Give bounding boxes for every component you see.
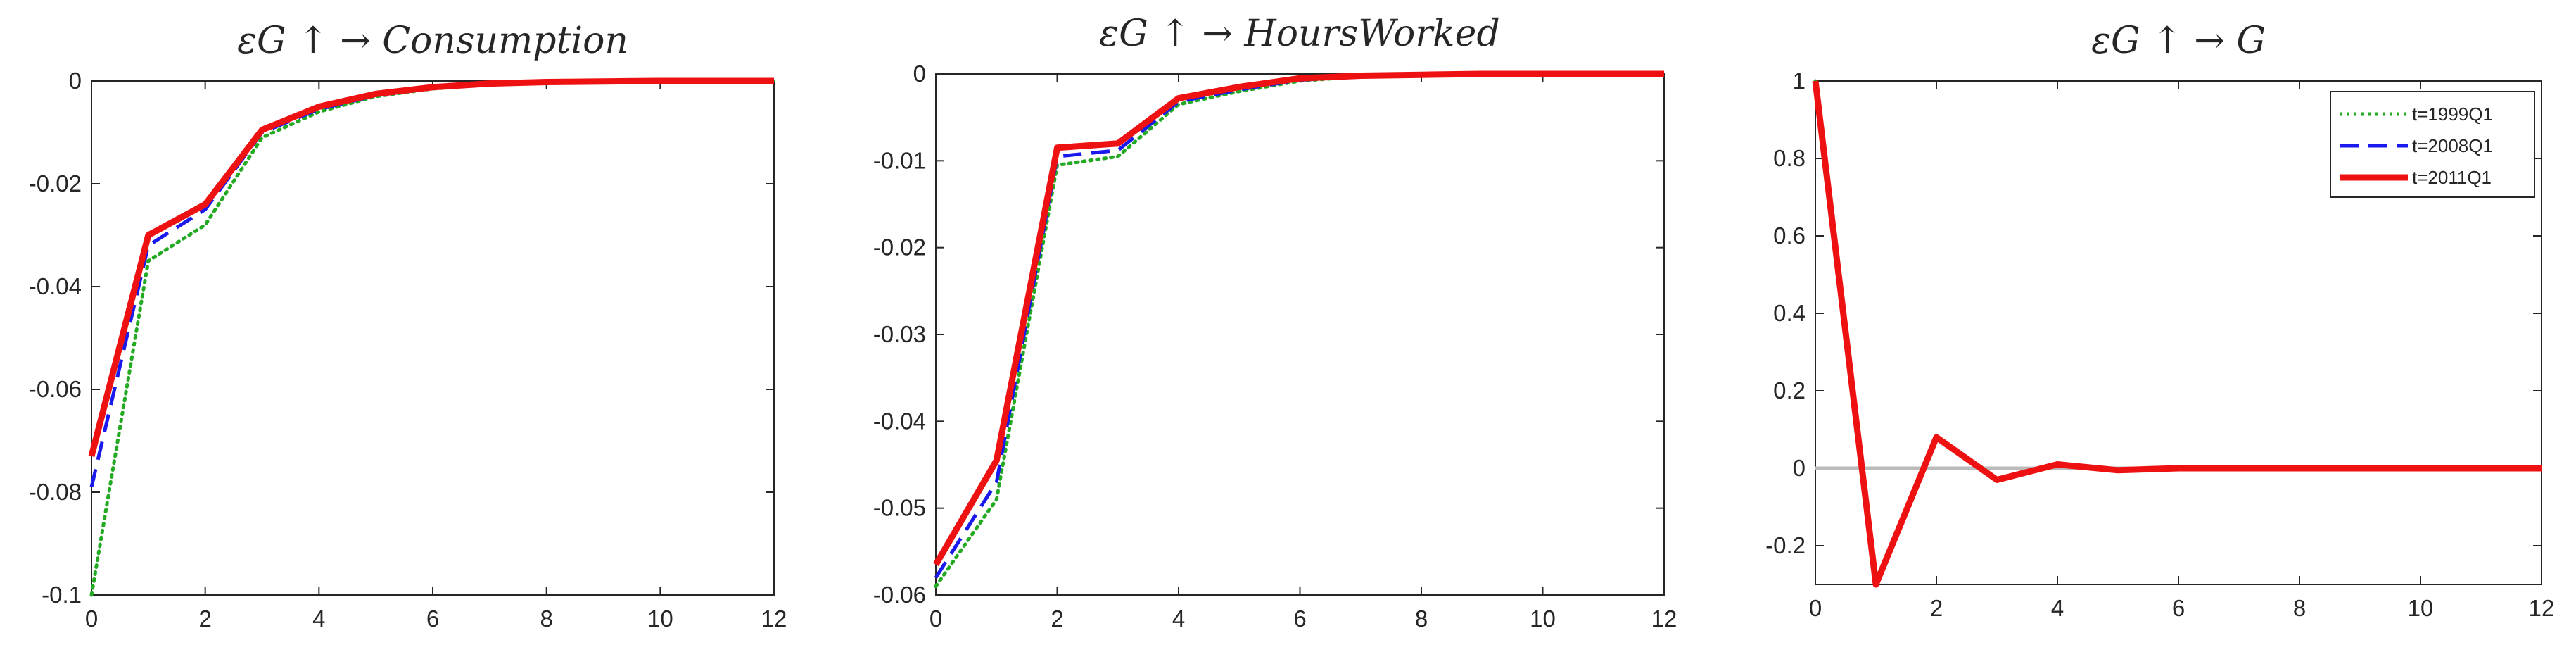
series-line-t-2011q1 — [933, 70, 1664, 567]
y-tick-label: 0.4 — [1773, 300, 1806, 326]
x-tick-label: 12 — [1651, 606, 1677, 632]
y-tick-label: 0.8 — [1773, 145, 1806, 171]
y-tick-label: 0 — [69, 68, 82, 94]
x-tick-label: 0 — [929, 606, 942, 632]
y-tick-label: 0 — [1793, 455, 1806, 481]
legend-label: t=2011Q1 — [2412, 167, 2492, 188]
legend-label: t=1999Q1 — [2412, 104, 2493, 125]
y-tick-label: 1 — [1793, 68, 1806, 94]
plot-area — [935, 73, 1665, 596]
legend-label: t=2008Q1 — [2412, 135, 2493, 156]
chart-panel-government-spending: εG ↑ → G 0 2 4 6 8 10 12 1 0.8 0.6 0.4 0.2 0 -0.2 t=199… — [1765, 20, 2554, 621]
y-tick-label: -0.06 — [873, 582, 926, 608]
chart-title: εG ↑ → G — [2091, 20, 2266, 62]
y-tick-label: -0.06 — [29, 376, 82, 402]
y-tick-label: -0.01 — [873, 147, 926, 173]
y-tick-label: 0 — [913, 61, 926, 87]
x-tick-label: 8 — [540, 606, 552, 632]
x-tick-label: 12 — [2529, 595, 2555, 621]
x-tick-label: 12 — [761, 606, 787, 632]
x-tick-label: 4 — [2051, 595, 2064, 621]
x-tick-label: 4 — [312, 606, 325, 632]
x-tick-label: 0 — [1809, 595, 1822, 621]
series-line-t-2011q1 — [88, 77, 774, 458]
y-tick-label: 0.2 — [1773, 377, 1806, 403]
y-tick-label: 0.6 — [1773, 223, 1806, 249]
y-tick-label: -0.03 — [873, 321, 926, 347]
y-tick-label: -0.1 — [42, 582, 82, 608]
y-tick-label: -0.04 — [29, 273, 82, 299]
x-tick-label: 2 — [198, 606, 211, 632]
y-tick-label: -0.08 — [29, 479, 82, 505]
y-tick-label: -0.02 — [29, 170, 82, 196]
x-tick-label: 10 — [1530, 606, 1556, 632]
chart-title: εG ↑ → HoursWorked — [1099, 13, 1500, 55]
x-tick-label: 6 — [426, 606, 439, 632]
y-tick-label: -0.04 — [873, 408, 926, 434]
series-line-t-2008q1 — [89, 79, 774, 488]
chart-title: εG ↑ → Consumption — [237, 20, 628, 62]
x-tick-label: 8 — [2293, 595, 2306, 621]
x-tick-label: 10 — [647, 606, 673, 632]
plot-area — [91, 80, 775, 596]
y-tick-label: -0.02 — [873, 234, 926, 261]
series-line-t-2011q1 — [1812, 80, 2542, 588]
chart-panel-hours-worked: εG ↑ → HoursWorked 0 2 4 6 8 10 12 0 -0.01 -0.02 -0… — [873, 13, 1677, 632]
x-tick-label: 8 — [1415, 606, 1428, 632]
x-tick-label: 2 — [1930, 595, 1943, 621]
x-tick-label: 6 — [1293, 606, 1306, 632]
chart-panel-consumption: εG ↑ → Consumption 0 2 4 6 8 10 12 0 -0.02 -0.04 -0… — [29, 20, 787, 632]
x-tick-label: 2 — [1051, 606, 1063, 632]
x-tick-label: 6 — [2172, 595, 2185, 621]
x-tick-label: 10 — [2408, 595, 2434, 621]
y-tick-label: -0.05 — [873, 495, 926, 521]
y-tick-label: -0.2 — [1765, 532, 1806, 558]
x-tick-label: 0 — [85, 606, 98, 632]
x-tick-label: 4 — [1172, 606, 1185, 632]
